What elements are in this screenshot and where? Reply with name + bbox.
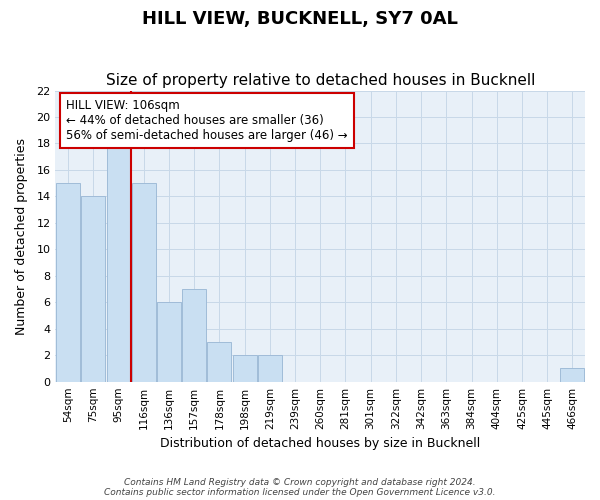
- Text: Contains HM Land Registry data © Crown copyright and database right 2024.
Contai: Contains HM Land Registry data © Crown c…: [104, 478, 496, 497]
- Bar: [233, 355, 257, 382]
- Bar: [560, 368, 584, 382]
- Bar: [182, 289, 206, 382]
- Bar: [258, 355, 282, 382]
- Bar: [56, 183, 80, 382]
- Y-axis label: Number of detached properties: Number of detached properties: [15, 138, 28, 334]
- Bar: [81, 196, 105, 382]
- Bar: [208, 342, 232, 382]
- Text: HILL VIEW, BUCKNELL, SY7 0AL: HILL VIEW, BUCKNELL, SY7 0AL: [142, 10, 458, 28]
- X-axis label: Distribution of detached houses by size in Bucknell: Distribution of detached houses by size …: [160, 437, 481, 450]
- Bar: [157, 302, 181, 382]
- Text: HILL VIEW: 106sqm
← 44% of detached houses are smaller (36)
56% of semi-detached: HILL VIEW: 106sqm ← 44% of detached hous…: [66, 100, 347, 142]
- Bar: [107, 144, 130, 382]
- Title: Size of property relative to detached houses in Bucknell: Size of property relative to detached ho…: [106, 73, 535, 88]
- Bar: [132, 183, 155, 382]
